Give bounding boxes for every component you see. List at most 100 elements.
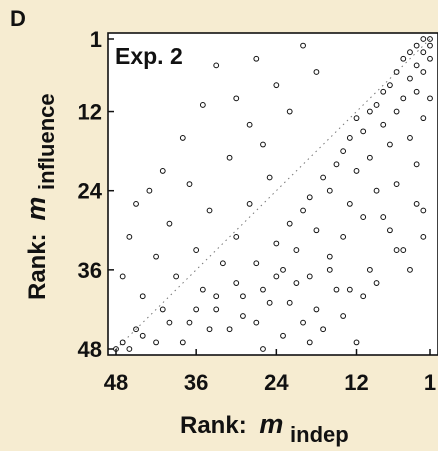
diagonal-reference-line [115,38,431,350]
data-point [206,326,213,333]
data-point [286,108,293,115]
data-point [153,253,159,260]
data-point [240,293,246,300]
data-point [253,319,260,326]
data-point [340,313,347,319]
data-point [387,82,393,89]
data-point [407,266,413,273]
y-axis-label: Rank: m influence [21,93,59,300]
data-point [186,319,193,326]
data-point [393,247,400,253]
x-axis-label: Rank: m indep [180,409,349,447]
data-point [353,168,360,174]
data-point [346,135,353,141]
data-point [407,135,413,141]
data-point [387,227,393,234]
data-point [153,339,159,346]
data-point [133,326,139,333]
data-point [179,135,186,141]
data-point [380,214,387,220]
data-point [326,187,333,194]
data-point [366,266,373,273]
data-point [320,174,327,181]
x-tick-label: 48 [104,370,128,395]
data-point [193,247,200,253]
x-tick-label: 24 [264,370,289,395]
data-point [213,306,220,313]
data-point [380,121,387,128]
data-point [373,280,380,286]
data-point [126,346,133,352]
data-point [413,200,420,207]
data-point [246,121,253,128]
y-axis-ticks: 1 12 24 36 48 [78,27,114,362]
data-point [420,36,427,42]
data-point [393,69,400,75]
data-point [306,339,313,346]
data-point [286,299,293,306]
data-point [407,75,413,82]
data-point [407,49,413,56]
data-point [159,168,166,174]
data-point [413,88,420,95]
data-point [326,253,333,260]
x-tick-label: 12 [344,370,368,395]
data-point [313,69,320,75]
data-point [380,88,387,95]
data-point [420,49,427,56]
data-point [266,174,273,181]
data-point [306,194,313,201]
data-point [179,339,186,346]
data-point [313,306,320,313]
data-point [226,326,233,333]
data-point [266,299,273,306]
data-point [213,62,220,69]
diagonal-line [115,38,431,350]
data-point [186,181,193,188]
panel-letter: D [10,6,26,31]
data-point [413,62,420,69]
data-point [360,128,367,135]
data-point [166,220,173,227]
data-point [300,42,306,49]
data-point [233,95,240,102]
data-point [139,293,146,300]
x-tick-label: 1 [424,370,436,395]
data-point [413,42,420,49]
data-point [193,306,200,313]
data-point [427,36,433,42]
data-point [400,95,407,102]
data-point [360,293,367,300]
y-tick-label: 36 [78,258,102,283]
y-tick-label: 48 [78,337,102,362]
data-point [166,319,173,326]
data-point [340,233,347,240]
data-point [273,82,280,89]
y-tick-label: 12 [78,100,102,125]
data-point [333,161,340,168]
data-point [373,102,380,108]
data-point [280,332,286,339]
data-point [273,240,280,247]
data-point [427,95,433,102]
data-point [427,55,433,62]
data-point [373,187,380,194]
data-point [300,207,306,214]
data-point [119,273,126,280]
data-point [133,200,139,207]
data-point [293,247,300,253]
data-point [199,102,206,108]
data-point [413,161,420,168]
data-point [393,181,400,188]
data-point [420,115,427,122]
data-point [219,260,226,267]
data-point [420,69,427,75]
data-point [126,233,133,240]
data-point [253,260,260,267]
data-point [420,207,427,214]
data-point [246,200,253,207]
data-point [320,326,327,333]
data-point [260,346,266,352]
data-point [213,293,220,300]
